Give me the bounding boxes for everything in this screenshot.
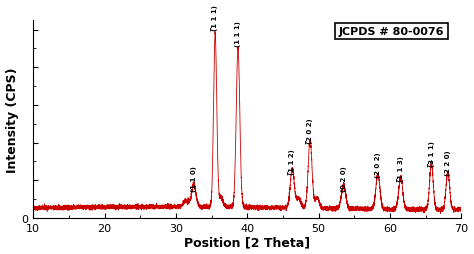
Text: JCPDS # 80-0076: JCPDS # 80-0076 <box>339 27 444 37</box>
Text: (0 2 0): (0 2 0) <box>341 165 346 191</box>
Text: (̅1 1 1): (̅1 1 1) <box>212 6 219 31</box>
Y-axis label: Intensity (CPS): Intensity (CPS) <box>6 67 18 172</box>
Text: (̅2 0 2): (̅2 0 2) <box>307 118 314 144</box>
Text: (̅3 1 1): (̅3 1 1) <box>428 141 435 166</box>
Text: (2 0 2): (2 0 2) <box>375 152 381 178</box>
X-axis label: Position [2 Theta]: Position [2 Theta] <box>184 235 310 248</box>
Text: (1 1 1): (1 1 1) <box>235 21 241 46</box>
Text: (1 1 0): (1 1 0) <box>191 165 197 191</box>
Text: (̅1 1 2): (̅1 1 2) <box>289 148 296 174</box>
Text: (̅1 1 3): (̅1 1 3) <box>397 156 404 181</box>
Text: (2 2 0): (2 2 0) <box>445 150 451 176</box>
